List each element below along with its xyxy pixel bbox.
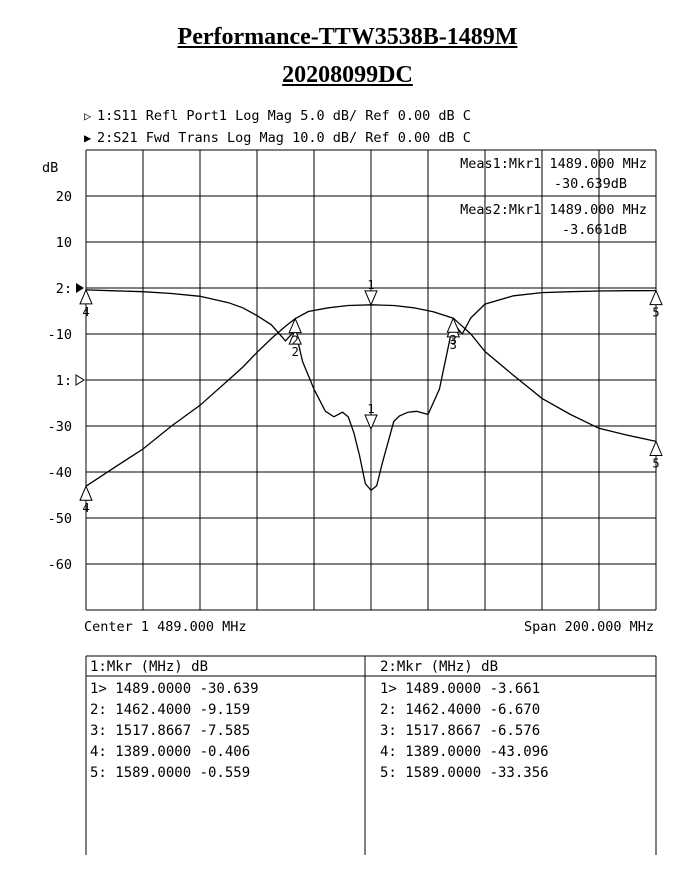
trace-s11 — [85, 289, 657, 492]
marker-table-2-row: 1> 1489.0000 -3.661 — [380, 681, 540, 697]
trace-marker-icon — [79, 288, 93, 305]
marker-table-1-row: 1> 1489.0000 -30.639 — [90, 681, 259, 697]
meas-1-line1: Meas1:Mkr1 1489.000 MHz — [460, 156, 647, 172]
trace-marker-label: 4 — [82, 501, 89, 515]
y-tick-label: 10 — [56, 235, 72, 251]
y-tick-label: -50 — [48, 511, 72, 527]
trace-marker-icon — [649, 289, 663, 306]
marker-table-2-header: 2:Mkr (MHz) dB — [380, 659, 498, 675]
marker-table-1-row: 2: 1462.4000 -9.159 — [90, 702, 250, 718]
ref-pointer-ch1-icon — [75, 374, 85, 386]
meas-2-line1: Meas2:Mkr1 1489.000 MHz — [460, 202, 647, 218]
trace-marker-icon — [79, 484, 93, 501]
trace-marker-icon — [288, 317, 302, 334]
trace-marker-icon — [446, 316, 461, 333]
trace-marker-icon — [364, 290, 378, 307]
trace-marker-label: 3 — [450, 333, 457, 347]
trace-marker-label: 1 — [367, 278, 374, 292]
marker-table-2-row: 4: 1389.0000 -43.096 — [380, 744, 549, 760]
y-tick-label: 20 — [56, 189, 72, 205]
trace-marker-label: 3 — [450, 338, 457, 352]
trace-marker-icon — [649, 440, 663, 456]
y-tick-label: 2: — [56, 281, 72, 297]
marker-table-2-row: 5: 1589.0000 -33.356 — [380, 765, 549, 781]
trace-marker-icon — [364, 414, 378, 431]
y-tick-label: -10 — [48, 327, 72, 343]
trace-marker-label: 2 — [292, 334, 299, 348]
trace-marker-label: 1 — [367, 402, 374, 416]
marker-table-2-row: 2: 1462.4000 -6.670 — [380, 702, 540, 718]
trace-marker-label: 5 — [652, 306, 659, 320]
report-subtitle: 20208099DC — [282, 62, 413, 88]
y-tick-label: -40 — [48, 465, 72, 481]
report-title: Performance-TTW3538B-1489M — [177, 24, 518, 50]
trace-marker-label: 4 — [82, 305, 89, 319]
span-label: Span 200.000 MHz — [524, 619, 654, 635]
y-axis-label: dB — [42, 160, 58, 176]
marker-table-1-header: 1:Mkr (MHz) dB — [90, 659, 208, 675]
marker-table-1-row: 3: 1517.8667 -7.585 — [90, 723, 250, 739]
channel-1-indicator-icon: ▷ — [84, 109, 92, 123]
trace-marker-label: 5 — [652, 456, 659, 470]
trace-marker-icon — [288, 328, 302, 345]
meas-2-line2: -3.661dB — [562, 222, 627, 238]
ref-pointer-ch2-icon — [76, 283, 84, 293]
y-tick-label: -30 — [48, 419, 72, 435]
channel-1-line: 1:S11 Refl Port1 Log Mag 5.0 dB/ Ref 0.0… — [97, 108, 471, 124]
channel-2-line: 2:S21 Fwd Trans Log Mag 10.0 dB/ Ref 0.0… — [97, 130, 471, 146]
marker-table-1-row: 5: 1589.0000 -0.559 — [90, 765, 250, 781]
channel-2-indicator-icon: ▶ — [84, 131, 92, 145]
marker-table-2-row: 3: 1517.8667 -6.576 — [380, 723, 540, 739]
y-tick-label: -60 — [48, 557, 72, 573]
marker-table-1-row: 4: 1389.0000 -0.406 — [90, 744, 250, 760]
meas-1-line2: -30.639dB — [554, 176, 627, 192]
trace-marker-label: 2 — [292, 345, 299, 359]
trace-s21 — [85, 304, 657, 487]
y-tick-label: 1: — [56, 373, 72, 389]
center-frequency-label: Center 1 489.000 MHz — [84, 619, 247, 635]
